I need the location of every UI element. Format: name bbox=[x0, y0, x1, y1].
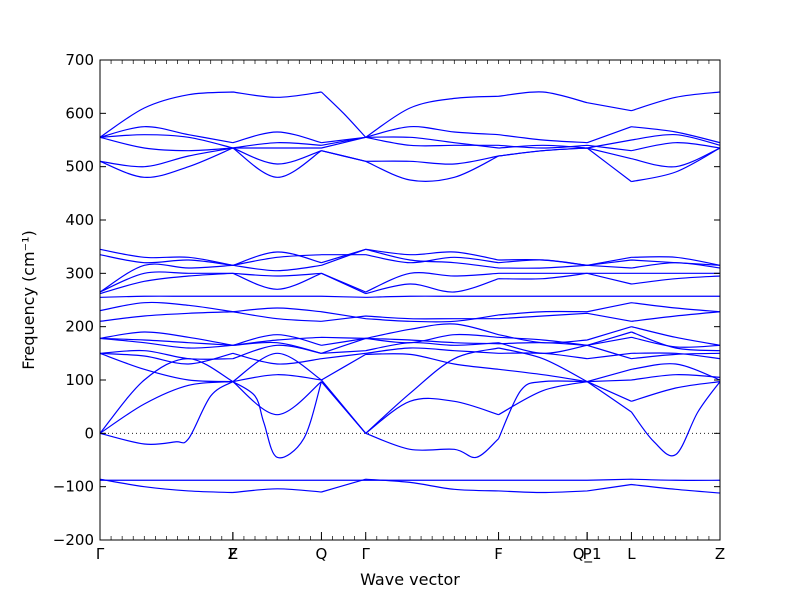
y-tick-label: 700 bbox=[65, 51, 94, 69]
x-tick-label: F bbox=[494, 545, 503, 563]
band-line-6 bbox=[99, 352, 721, 383]
y-tick-label: −100 bbox=[53, 478, 94, 496]
band-line-12 bbox=[99, 311, 721, 322]
x-tick-label: F bbox=[229, 545, 238, 563]
band-line-10 bbox=[99, 331, 721, 352]
y-tick-label: 600 bbox=[65, 104, 94, 122]
band-line-16 bbox=[99, 271, 720, 293]
x-tick-label: Z bbox=[228, 545, 238, 563]
band-line-23 bbox=[99, 134, 721, 149]
band-line-14 bbox=[99, 295, 720, 298]
band-line-3 bbox=[99, 380, 721, 459]
x-axis-title: Wave vector bbox=[360, 570, 460, 589]
band-line-15 bbox=[99, 272, 721, 295]
band-line-4 bbox=[99, 381, 721, 434]
x-tick-label: Z bbox=[715, 545, 725, 563]
band-line-7 bbox=[99, 347, 721, 365]
band-line-20 bbox=[99, 147, 721, 183]
y-tick-label: 500 bbox=[65, 158, 94, 176]
band-line-5 bbox=[99, 347, 721, 434]
y-tick-label: 100 bbox=[65, 371, 94, 389]
y-axis: −200 −100 0 100 200 300 400 500 600 700 bbox=[53, 51, 720, 549]
y-tick-label: −200 bbox=[53, 531, 94, 549]
axes-frame bbox=[99, 59, 721, 541]
x-tick-label: P bbox=[583, 545, 592, 563]
y-tick-label: 200 bbox=[65, 318, 94, 336]
y-axis-title: Frequency (cm⁻¹) bbox=[19, 230, 38, 369]
y-tick-label: 400 bbox=[65, 211, 94, 229]
band-line-19 bbox=[99, 248, 721, 266]
series-layer bbox=[99, 91, 721, 494]
band-line-1 bbox=[99, 478, 721, 481]
band-line-13 bbox=[99, 301, 721, 323]
x-tick-label: L bbox=[627, 545, 636, 563]
band-line-24 bbox=[99, 125, 721, 144]
x-tick-label: Q bbox=[316, 545, 328, 563]
band-line-8 bbox=[99, 341, 721, 360]
band-line-21 bbox=[99, 147, 721, 168]
band-line-11 bbox=[99, 323, 721, 346]
band-line-2 bbox=[99, 478, 721, 494]
x-tick-label: Q_1 bbox=[573, 545, 602, 564]
x-tick-label: Γ bbox=[362, 545, 371, 563]
band-line-17 bbox=[99, 248, 721, 293]
band-line-9 bbox=[99, 336, 721, 354]
band-line-25 bbox=[99, 91, 721, 138]
band-line-22 bbox=[99, 136, 721, 152]
x-tick-label: Γ bbox=[96, 545, 105, 563]
plot-frame bbox=[99, 59, 721, 541]
x-axis: Γ FZ Q Γ F PQ_1 L Z bbox=[96, 60, 725, 564]
y-tick-label: 0 bbox=[84, 424, 94, 442]
y-tick-label: 300 bbox=[65, 264, 94, 282]
